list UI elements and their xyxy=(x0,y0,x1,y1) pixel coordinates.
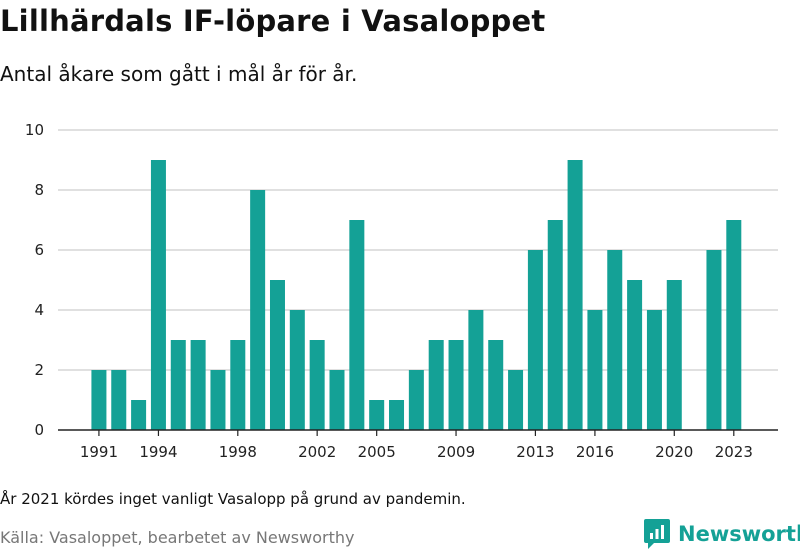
bar xyxy=(666,280,682,430)
bar xyxy=(646,310,662,430)
bar xyxy=(408,370,424,430)
y-tick-label: 6 xyxy=(34,241,44,259)
bar xyxy=(527,250,543,430)
bar xyxy=(468,310,484,430)
bar xyxy=(269,280,285,430)
bar xyxy=(170,340,186,430)
x-tick-label: 1998 xyxy=(219,443,257,461)
x-tick-label: 2023 xyxy=(715,443,753,461)
bar xyxy=(587,310,603,430)
brand-name: Newsworthy xyxy=(678,522,800,546)
bar xyxy=(448,340,464,430)
x-tick-label: 1991 xyxy=(80,443,118,461)
footnote: År 2021 kördes inget vanligt Vasalopp på… xyxy=(0,490,466,508)
y-tick-label: 4 xyxy=(34,301,44,319)
bars xyxy=(91,160,742,430)
source-text: Källa: Vasaloppet, bearbetet av Newswort… xyxy=(0,528,355,547)
bar xyxy=(210,370,226,430)
y-tick-label: 2 xyxy=(34,361,44,379)
bar xyxy=(91,370,107,430)
bar xyxy=(349,220,365,430)
bar xyxy=(289,310,305,430)
bar xyxy=(428,340,444,430)
bar xyxy=(726,220,742,430)
y-tick-label: 8 xyxy=(34,181,44,199)
bar xyxy=(309,340,325,430)
bar xyxy=(250,190,266,430)
x-tick-label: 2005 xyxy=(358,443,396,461)
bar xyxy=(627,280,643,430)
bar xyxy=(131,400,147,430)
x-tick-label: 1994 xyxy=(139,443,177,461)
bar xyxy=(111,370,127,430)
bar xyxy=(329,370,345,430)
x-tick-label: 2002 xyxy=(298,443,336,461)
bar-chart: 0 2 4 6 8 10 1991 1994 1998 2002 2005 2009 2013 2016… xyxy=(25,121,778,461)
bar xyxy=(190,340,206,430)
x-tick-label: 2013 xyxy=(516,443,554,461)
bar xyxy=(567,160,583,430)
x-tick-label: 2020 xyxy=(655,443,693,461)
brand-logo[interactable]: Newsworthy xyxy=(644,519,800,549)
x-axis-ticks: 1991 1994 1998 2002 2005 2009 2013 2016 2020 2023 xyxy=(80,430,753,461)
bar xyxy=(547,220,563,430)
x-tick-label: 2016 xyxy=(576,443,614,461)
bar xyxy=(389,400,405,430)
bar xyxy=(508,370,524,430)
newsworthy-logo-icon xyxy=(644,519,670,549)
bar xyxy=(488,340,504,430)
bar xyxy=(150,160,166,430)
chart-title: Lillhärdals IF-löpare i Vasaloppet xyxy=(0,4,546,38)
y-tick-label: 10 xyxy=(25,121,44,139)
bar xyxy=(706,250,722,430)
bar xyxy=(230,340,246,430)
x-tick-label: 2009 xyxy=(437,443,475,461)
chart-subtitle: Antal åkare som gått i mål år för år. xyxy=(0,62,358,86)
y-axis-ticks: 0 2 4 6 8 10 xyxy=(25,121,44,439)
y-tick-label: 0 xyxy=(34,421,44,439)
bar xyxy=(369,400,385,430)
bar xyxy=(607,250,623,430)
